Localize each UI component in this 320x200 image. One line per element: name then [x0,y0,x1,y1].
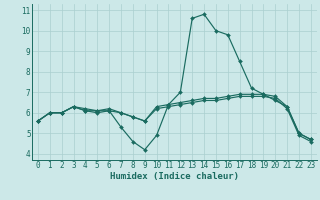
X-axis label: Humidex (Indice chaleur): Humidex (Indice chaleur) [110,172,239,181]
